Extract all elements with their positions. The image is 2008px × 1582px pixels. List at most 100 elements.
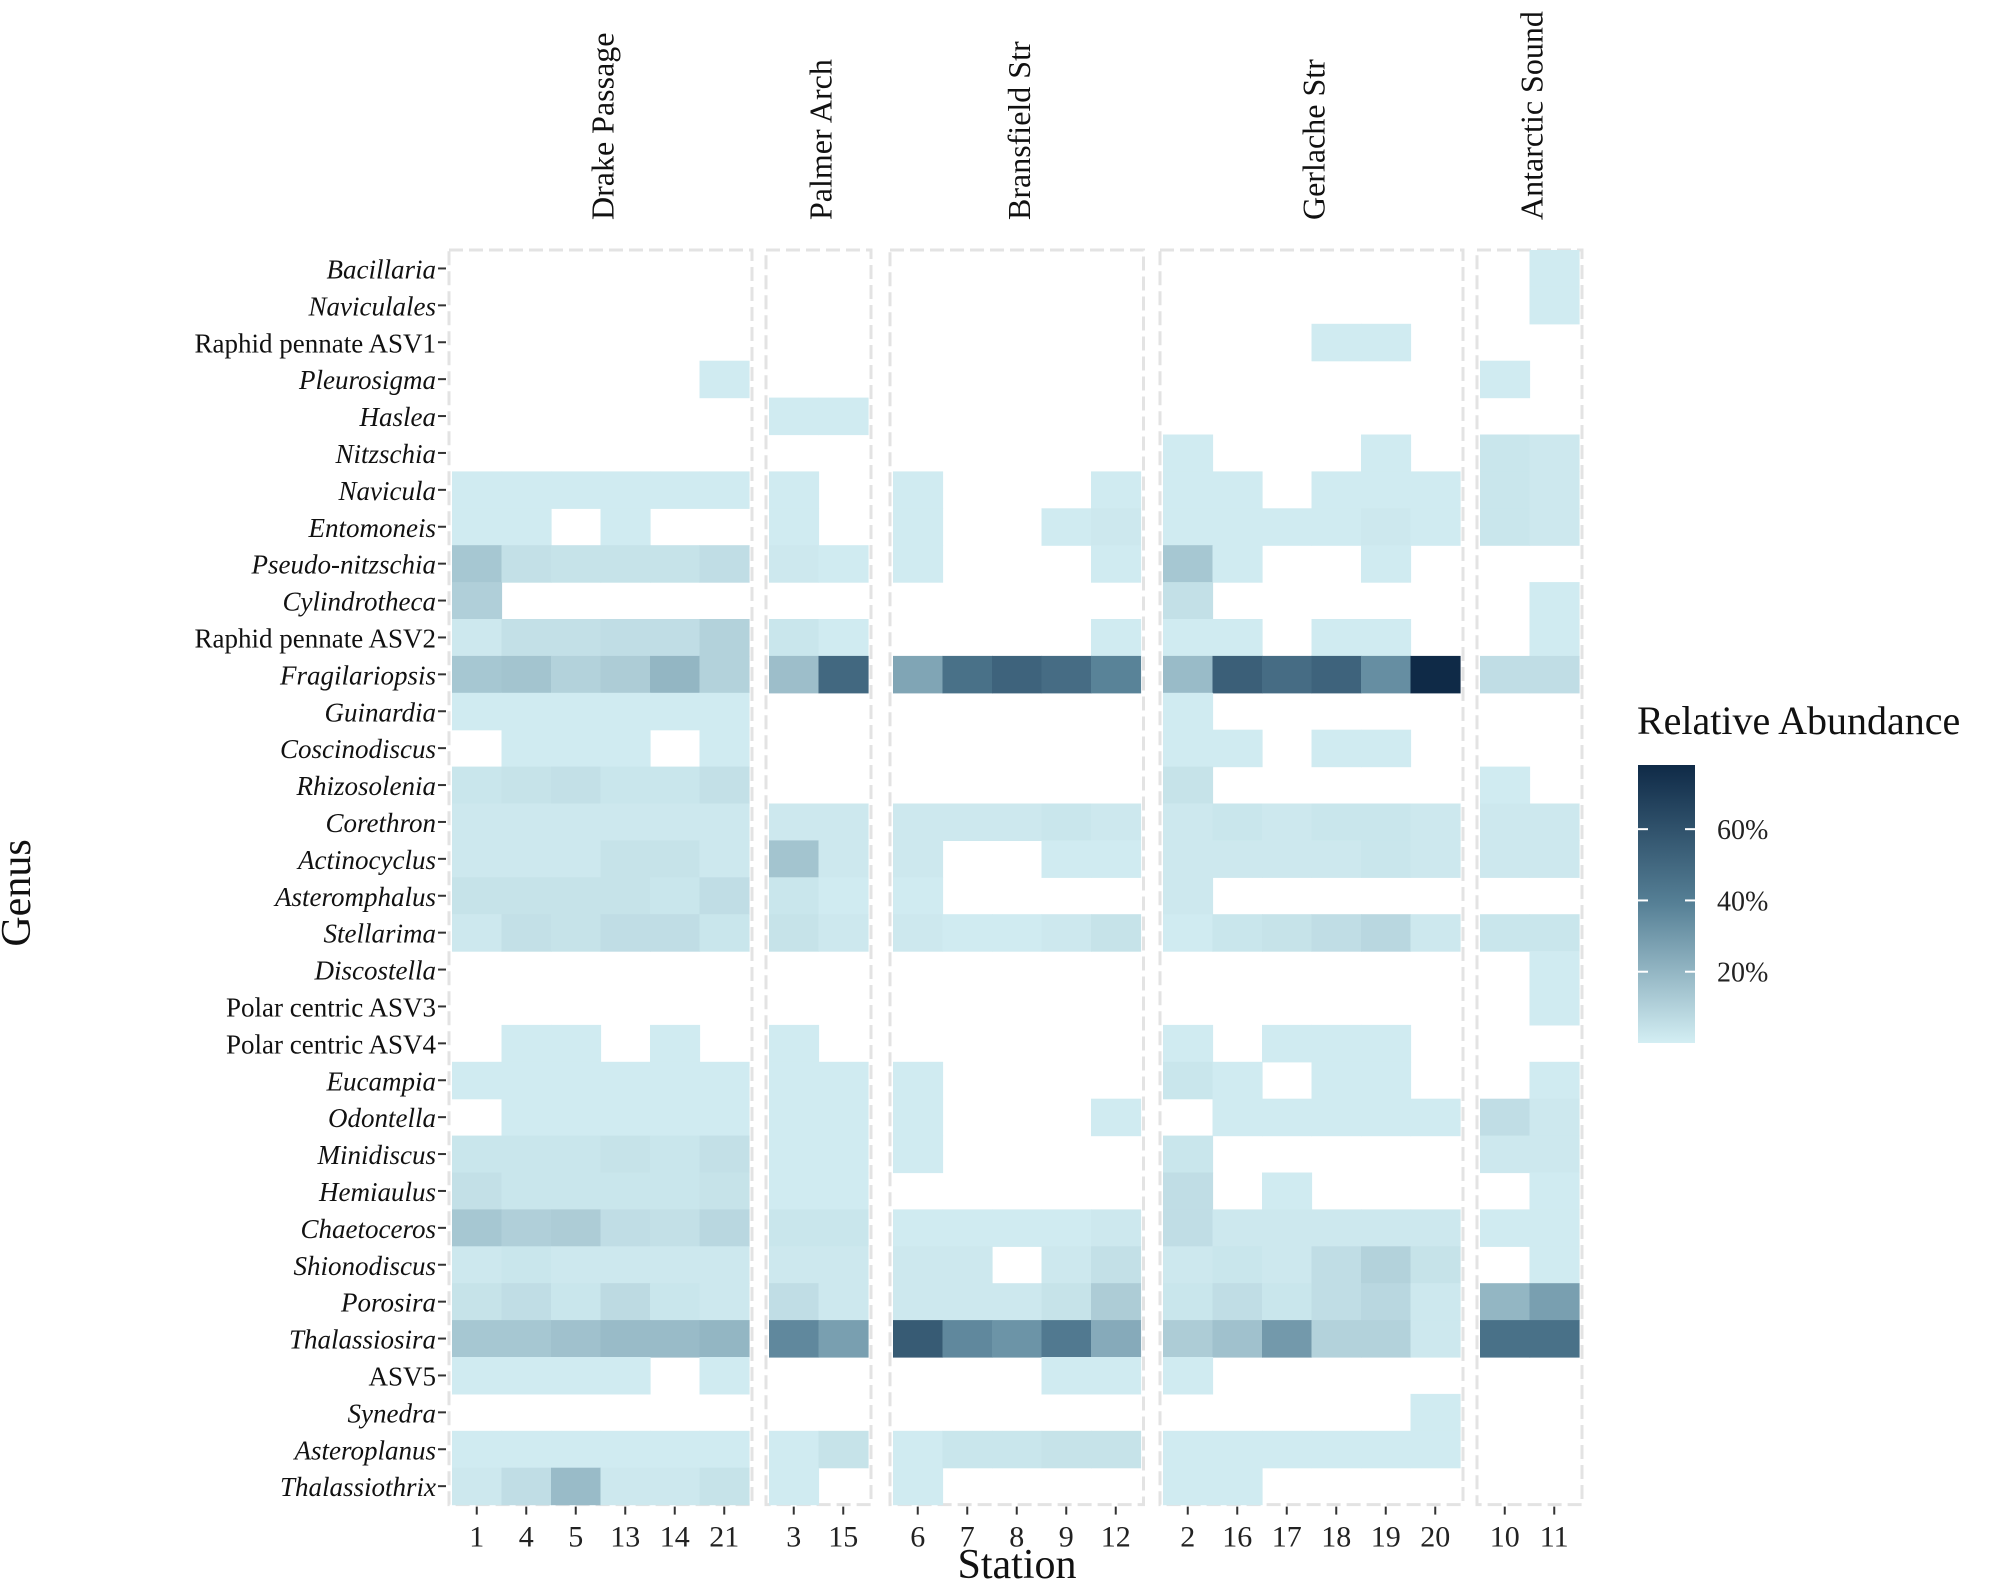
heatmap-cell <box>1262 1024 1313 1063</box>
heatmap-cell <box>1163 1467 1214 1506</box>
heatmap-cell <box>1091 545 1142 583</box>
heatmap-cell <box>501 471 552 509</box>
heatmap-cell <box>1410 803 1461 841</box>
facet-strip-labels: Drake Passage Palmer Arch Bransfield Str Ge… <box>585 11 1550 220</box>
heatmap-cell <box>600 1246 651 1284</box>
heatmap-cell <box>1212 914 1263 952</box>
heatmap-cell <box>1410 1098 1461 1137</box>
heatmap-cell <box>1041 655 1092 694</box>
heatmap-cell <box>1410 1283 1461 1321</box>
heatmap-cell <box>650 545 701 583</box>
heatmap-cell <box>1361 1024 1412 1063</box>
heatmap-cell <box>452 1135 503 1174</box>
heatmap-cell <box>551 803 602 841</box>
heatmap-cell <box>1311 619 1362 657</box>
heatmap-cell <box>893 914 944 952</box>
heatmap-cell <box>452 840 503 878</box>
genus-tick-label: Guinardia <box>324 697 436 727</box>
heatmap-cell <box>1163 1061 1214 1100</box>
heatmap-cell <box>893 508 944 546</box>
heatmap-cell <box>1529 1283 1580 1321</box>
heatmap-cell <box>1163 692 1214 731</box>
heatmap-cell <box>501 1209 552 1247</box>
heatmap-cell <box>818 1061 869 1100</box>
heatmap-cell <box>600 1061 651 1100</box>
heatmap-cell <box>650 1209 701 1247</box>
heatmap-cell <box>452 1283 503 1321</box>
legend: Relative Abundance 20% 40% 60% <box>1637 698 1960 1043</box>
heatmap-cell <box>1311 1024 1362 1063</box>
heatmap-cell <box>1410 1320 1461 1358</box>
heatmap-cell <box>1529 250 1580 288</box>
heatmap-cell <box>501 729 552 768</box>
genus-tick-label: Polar centric ASV3 <box>226 992 436 1022</box>
genus-tick-label: Naviculales <box>308 291 436 321</box>
heatmap-cell <box>600 1320 651 1358</box>
heatmap-cell <box>1480 766 1531 805</box>
heatmap-cell <box>551 1061 602 1100</box>
station-tick-label: 12 <box>1101 1521 1131 1554</box>
genus-tick-label: Odontella <box>328 1103 436 1133</box>
heatmap-cell <box>600 1172 651 1210</box>
heatmap-cell <box>893 1209 944 1247</box>
heatmap-cell <box>501 619 552 657</box>
station-tick-label: 21 <box>709 1521 739 1554</box>
heatmap-cell <box>818 914 869 952</box>
heatmap-cell <box>551 619 602 657</box>
heatmap-cell <box>942 655 993 694</box>
heatmap-cell <box>1041 840 1092 878</box>
station-tick-label: 3 <box>786 1521 801 1554</box>
heatmap-cell <box>769 1209 820 1247</box>
heatmap-cell <box>452 766 503 805</box>
heatmap-cell <box>600 1283 651 1321</box>
heatmap-cell <box>1262 1172 1313 1210</box>
heatmap-cell <box>699 914 750 952</box>
heatmap-cell <box>1361 508 1412 546</box>
heatmap-cell <box>551 1357 602 1395</box>
heatmap-cell <box>769 1283 820 1321</box>
heatmap-cell <box>452 1357 503 1395</box>
heatmap-cell <box>1311 1320 1362 1358</box>
heatmap-cell <box>1311 803 1362 841</box>
facet-panel-4 <box>1475 248 1584 1507</box>
heatmap-cell <box>600 1098 651 1137</box>
heatmap-cell <box>1361 545 1412 583</box>
heatmap-cell <box>1262 840 1313 878</box>
heatmap-cell <box>699 619 750 657</box>
heatmap-cell <box>650 1172 701 1210</box>
heatmap-cell <box>1311 1209 1362 1247</box>
station-tick-label: 7 <box>960 1521 975 1554</box>
genus-tick-label: Haslea <box>359 402 437 432</box>
heatmap-cell <box>1410 508 1461 546</box>
heatmap-cell <box>893 1283 944 1321</box>
heatmap-cell <box>1262 914 1313 952</box>
heatmap-cell <box>699 803 750 841</box>
heatmap-cell <box>1262 1209 1313 1247</box>
genus-tick-label: Actinocyclus <box>296 845 436 875</box>
heatmap-cell <box>650 877 701 915</box>
heatmap-cell <box>1480 1209 1531 1247</box>
heatmap-cell <box>1480 471 1531 509</box>
heatmap-cell <box>600 508 651 546</box>
heatmap-cell <box>1361 619 1412 657</box>
heatmap-cell <box>818 1246 869 1284</box>
heatmap-cell <box>1091 1430 1142 1469</box>
heatmap-cell <box>1410 471 1461 509</box>
heatmap-cell <box>699 1209 750 1247</box>
heatmap-cell <box>1091 1209 1142 1247</box>
heatmap-cell <box>501 803 552 841</box>
heatmap-cell <box>501 1172 552 1210</box>
heatmap-cell <box>600 692 651 731</box>
heatmap-cell <box>1091 619 1142 657</box>
legend-title: Relative Abundance <box>1637 698 1960 743</box>
heatmap-cell <box>1480 655 1531 694</box>
heatmap-cell <box>452 877 503 915</box>
heatmap-cell <box>818 1209 869 1247</box>
heatmap-cell <box>1480 1320 1531 1358</box>
heatmap-cell <box>1361 1098 1412 1137</box>
heatmap-cell <box>501 692 552 731</box>
heatmap-cell <box>1480 914 1531 952</box>
heatmap-cell <box>893 1246 944 1284</box>
heatmap-cell <box>769 1172 820 1210</box>
heatmap-cell <box>769 877 820 915</box>
